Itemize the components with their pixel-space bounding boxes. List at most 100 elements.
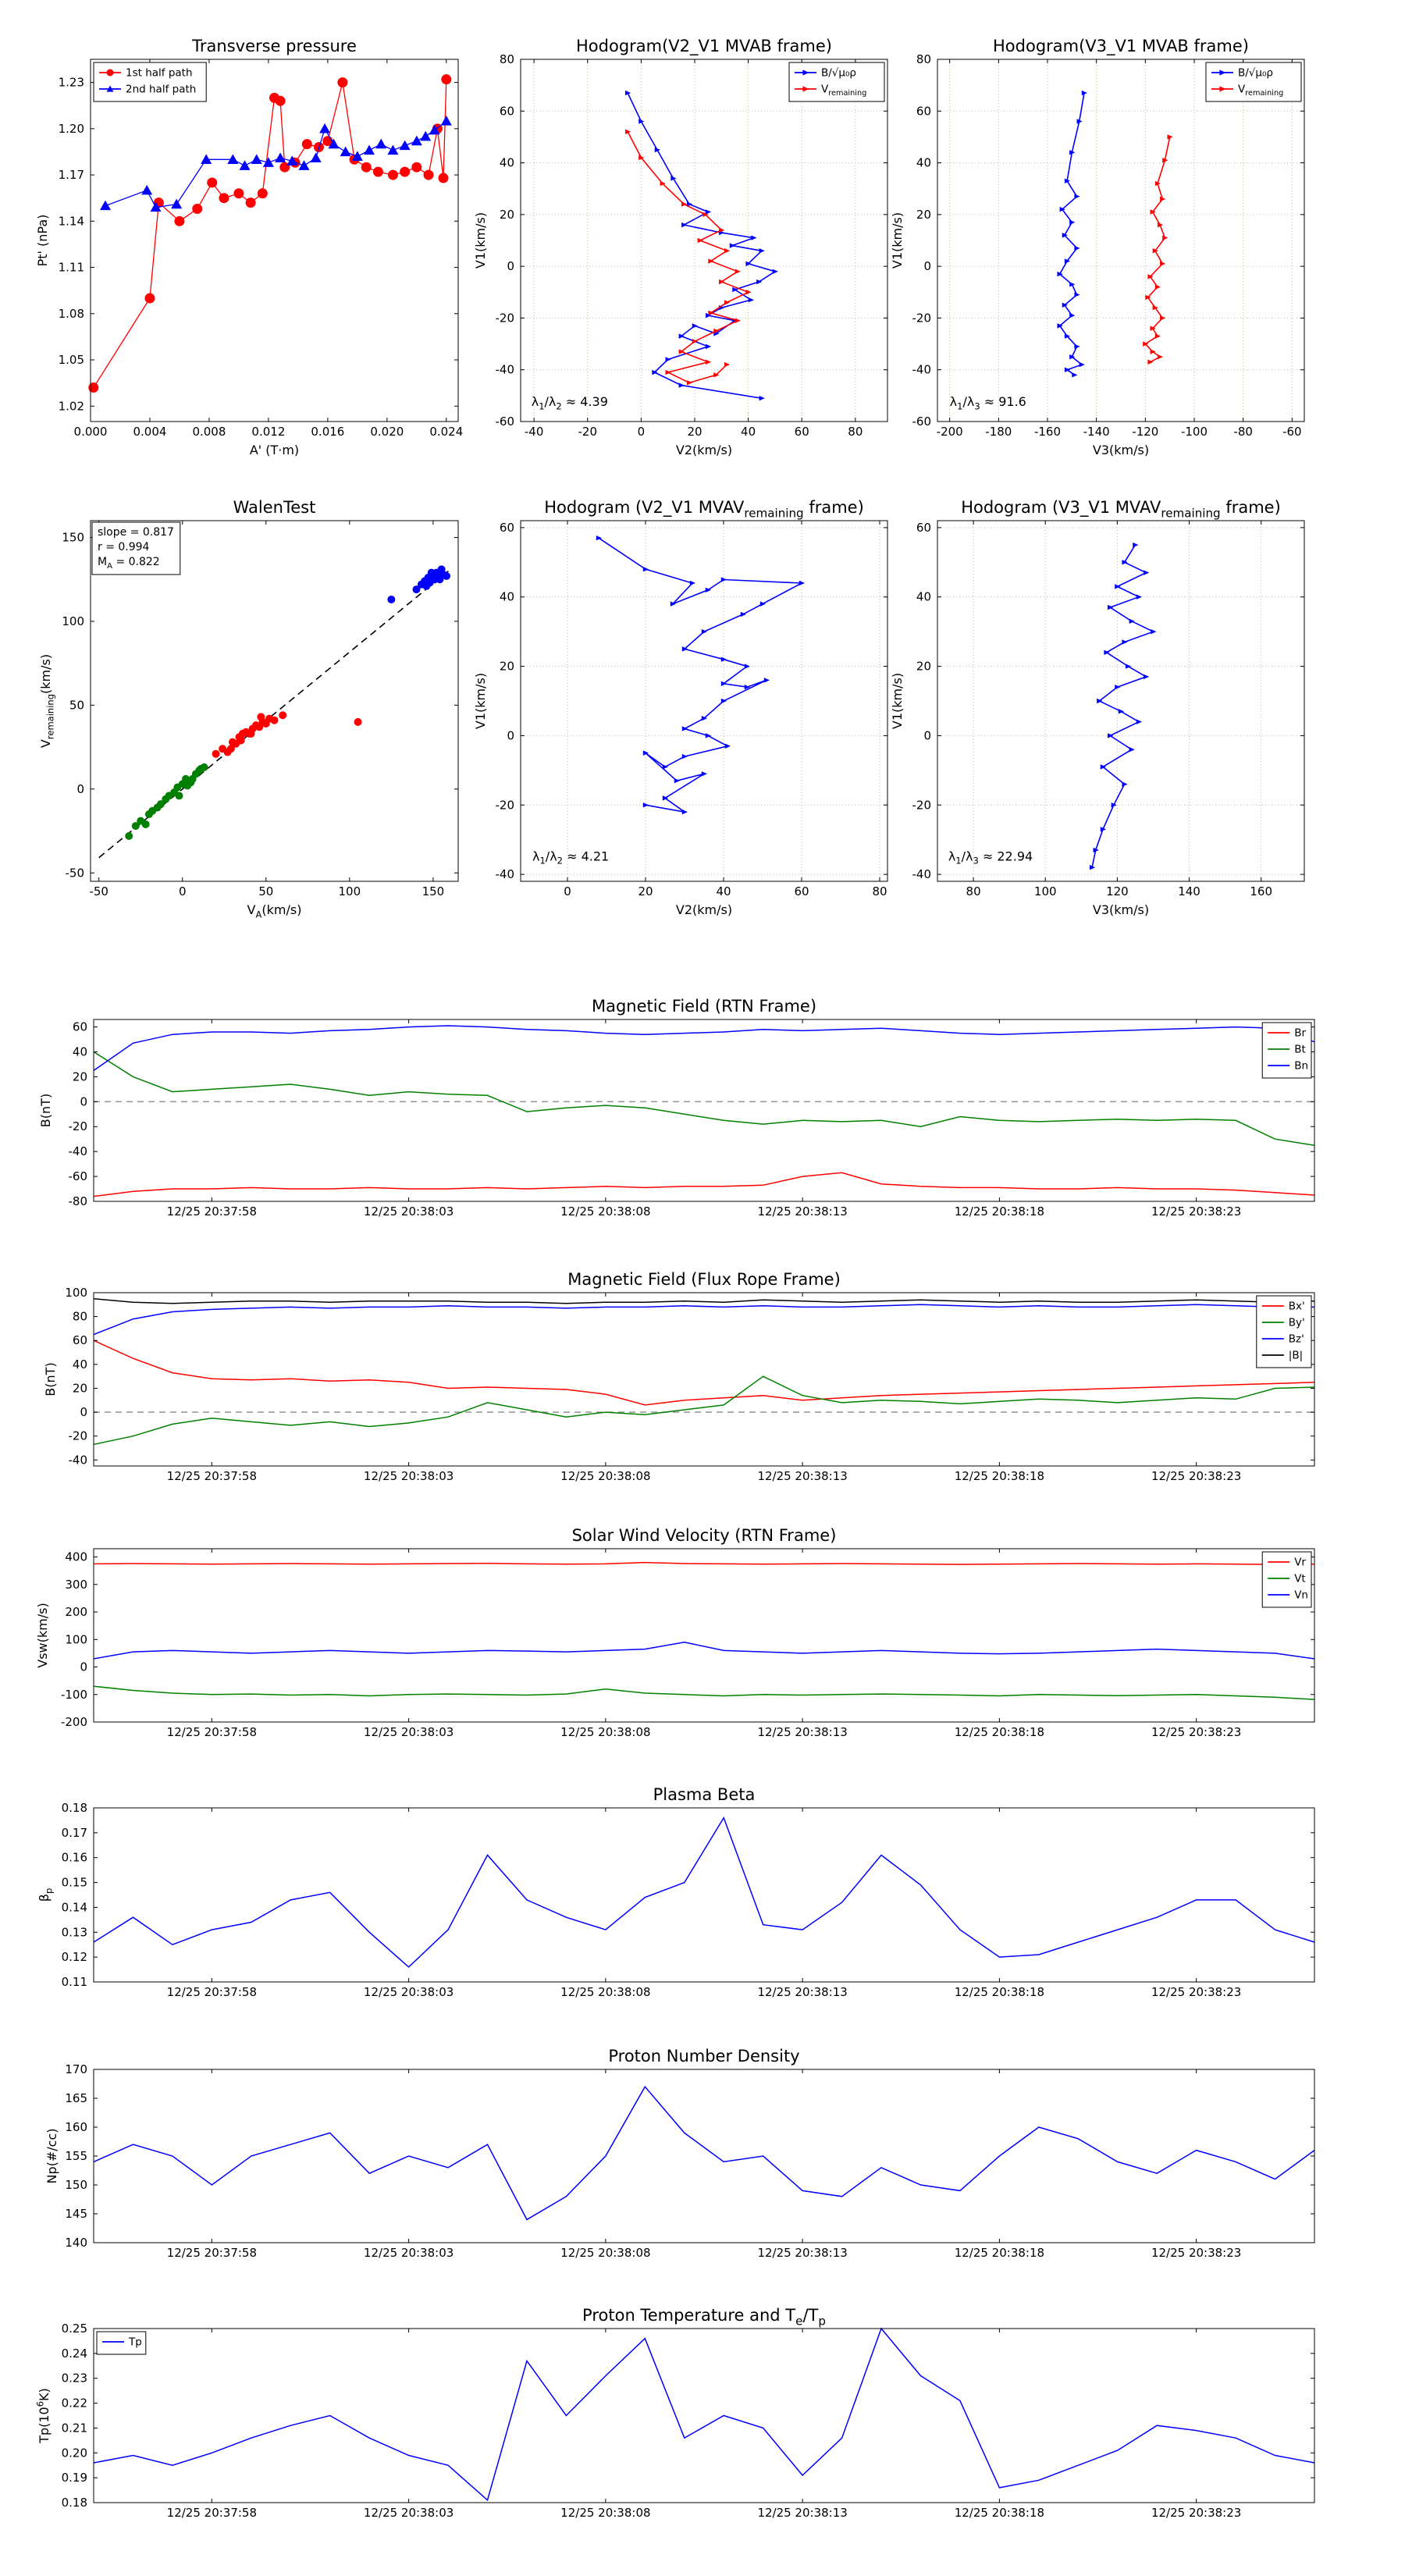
svg-text:0: 0	[76, 782, 84, 796]
svg-text:-60: -60	[496, 415, 515, 429]
svg-text:Vn: Vn	[1294, 1589, 1308, 1602]
svg-text:-40: -40	[912, 867, 932, 881]
svg-text:-20: -20	[496, 311, 515, 325]
svg-text:12/25 20:38:18: 12/25 20:38:18	[955, 2506, 1044, 2520]
svg-text:0.18: 0.18	[62, 1801, 87, 1815]
svg-text:50: 50	[69, 698, 84, 712]
svg-text:120: 120	[1106, 884, 1129, 898]
svg-text:155: 155	[65, 2149, 87, 2163]
svg-text:0.008: 0.008	[192, 425, 226, 439]
svg-text:0: 0	[80, 1405, 87, 1419]
svg-text:12/25 20:37:58: 12/25 20:37:58	[167, 1985, 257, 1999]
chart-proton-temperature: 12/25 20:37:58 12/25 20:38:03 12/25 20:38:…	[35, 2306, 1315, 2520]
svg-text:12/25 20:38:18: 12/25 20:38:18	[955, 1725, 1044, 1739]
svg-text:βp: βp	[37, 1888, 54, 1902]
svg-text:0.25: 0.25	[62, 2322, 87, 2336]
svg-text:0: 0	[564, 884, 571, 898]
svg-text:0.23: 0.23	[62, 2371, 87, 2386]
svg-text:Vremaining: Vremaining	[821, 84, 866, 98]
svg-text:1.14: 1.14	[59, 214, 84, 228]
svg-text:12/25 20:38:23: 12/25 20:38:23	[1151, 1725, 1241, 1739]
svg-text:V1(km/s): V1(km/s)	[473, 673, 488, 729]
svg-text:-40: -40	[912, 363, 932, 377]
svg-text:0.13: 0.13	[62, 1925, 87, 1939]
svg-text:0.020: 0.020	[370, 425, 404, 439]
svg-text:0: 0	[507, 728, 514, 742]
svg-text:Magnetic Field (Flux Rope Fram: Magnetic Field (Flux Rope Frame)	[567, 1270, 841, 1289]
svg-text:By': By'	[1289, 1317, 1305, 1329]
svg-text:300: 300	[65, 1578, 87, 1592]
svg-text:60: 60	[795, 425, 809, 439]
svg-text:V1(km/s): V1(km/s)	[890, 212, 905, 269]
svg-text:V3(km/s): V3(km/s)	[1093, 902, 1149, 917]
svg-text:12/25 20:38:23: 12/25 20:38:23	[1151, 1985, 1241, 1999]
svg-text:80: 80	[966, 884, 981, 898]
svg-text:-200: -200	[61, 1715, 87, 1729]
svg-text:-40: -40	[496, 363, 515, 377]
svg-text:40: 40	[73, 1044, 87, 1059]
svg-text:20: 20	[73, 1069, 87, 1083]
svg-text:λ1/λ3 ≈ 22.94: λ1/λ3 ≈ 22.94	[948, 849, 1033, 866]
svg-text:40: 40	[73, 1357, 87, 1372]
svg-text:-180: -180	[985, 425, 1012, 439]
svg-text:-50: -50	[66, 866, 85, 880]
svg-text:-40: -40	[496, 867, 515, 881]
svg-text:12/25 20:38:03: 12/25 20:38:03	[364, 1725, 454, 1739]
svg-text:1.11: 1.11	[59, 261, 84, 275]
svg-text:40: 40	[916, 590, 931, 604]
svg-text:140: 140	[65, 2236, 87, 2250]
chart-solar-wind-velocity: 12/25 20:37:58 12/25 20:38:03 12/25 20:38:…	[35, 1526, 1315, 1739]
svg-text:0: 0	[80, 1660, 87, 1674]
svg-text:Vt: Vt	[1294, 1573, 1306, 1585]
chart-hodogram-v2v1-mvab: -40 -20 0 20 40 60 80 -60 -40 -20 0 20 40 60 80 Hodogra…	[473, 37, 888, 457]
svg-text:Bx': Bx'	[1289, 1300, 1305, 1313]
svg-text:-40: -40	[525, 425, 544, 439]
svg-text:1.02: 1.02	[59, 399, 84, 413]
svg-text:80: 80	[872, 884, 887, 898]
svg-text:-20: -20	[69, 1119, 88, 1133]
svg-text:60: 60	[73, 1020, 87, 1034]
svg-text:12/25 20:38:03: 12/25 20:38:03	[364, 1469, 454, 1483]
chart-hodogram-v3v1-mvav: 80 100 120 140 160 -40 -20 0 20 40 60 Hodogram (V3_…	[890, 498, 1305, 917]
svg-text:80: 80	[916, 52, 931, 66]
svg-text:0: 0	[179, 884, 187, 898]
svg-text:12/25 20:37:58: 12/25 20:37:58	[167, 2246, 257, 2260]
svg-text:12/25 20:38:13: 12/25 20:38:13	[757, 2246, 847, 2260]
svg-text:12/25 20:38:23: 12/25 20:38:23	[1151, 1469, 1241, 1483]
svg-text:160: 160	[65, 2120, 87, 2134]
svg-text:Vr: Vr	[1294, 1557, 1306, 1569]
svg-text:40: 40	[716, 884, 731, 898]
svg-text:50: 50	[258, 884, 273, 898]
svg-text:Hodogram(V2_V1 MVAB frame): Hodogram(V2_V1 MVAB frame)	[576, 37, 832, 56]
svg-text:Magnetic Field (RTN Frame): Magnetic Field (RTN Frame)	[592, 997, 816, 1016]
svg-text:-20: -20	[912, 798, 932, 812]
svg-text:80: 80	[848, 425, 863, 439]
svg-text:12/25 20:37:58: 12/25 20:37:58	[167, 2506, 257, 2520]
svg-text:Proton Temperature and Te/Tp: Proton Temperature and Te/Tp	[582, 2306, 826, 2329]
svg-text:-100: -100	[61, 1688, 87, 1702]
chart-walen-test: -50 0 50 100 150 -50 0 50 100 150 WalenTest VA(km/s…	[38, 498, 459, 920]
chart-hodogram-v2v1-mvav: 0 20 40 60 80 -40 -20 0 20 40 60 Hodogram (V2_V1 MV…	[473, 498, 888, 917]
svg-text:Plasma Beta: Plasma Beta	[653, 1785, 756, 1804]
svg-text:0.016: 0.016	[311, 425, 344, 439]
svg-text:Proton Number Density: Proton Number Density	[608, 2047, 799, 2065]
svg-text:Bz': Bz'	[1289, 1333, 1304, 1346]
svg-text:-20: -20	[496, 798, 515, 812]
svg-text:B/√μ₀ρ: B/√μ₀ρ	[1238, 67, 1273, 80]
svg-text:165: 165	[65, 2091, 87, 2105]
svg-text:12/25 20:38:08: 12/25 20:38:08	[560, 2246, 650, 2260]
svg-text:12/25 20:38:18: 12/25 20:38:18	[955, 1985, 1044, 1999]
svg-text:400: 400	[65, 1550, 87, 1564]
svg-text:0.11: 0.11	[62, 1975, 87, 1989]
svg-text:0.21: 0.21	[62, 2421, 87, 2435]
svg-text:12/25 20:38:18: 12/25 20:38:18	[955, 1204, 1044, 1219]
svg-text:-20: -20	[912, 311, 932, 325]
svg-text:-20: -20	[69, 1429, 88, 1443]
svg-text:20: 20	[500, 660, 514, 674]
svg-text:Solar Wind Velocity (RTN Frame: Solar Wind Velocity (RTN Frame)	[572, 1526, 837, 1545]
svg-text:-60: -60	[912, 415, 932, 429]
svg-text:r = 0.994: r = 0.994	[98, 541, 150, 553]
svg-text:40: 40	[916, 156, 931, 170]
svg-text:0.000: 0.000	[74, 425, 108, 439]
svg-text:150: 150	[65, 2178, 87, 2192]
